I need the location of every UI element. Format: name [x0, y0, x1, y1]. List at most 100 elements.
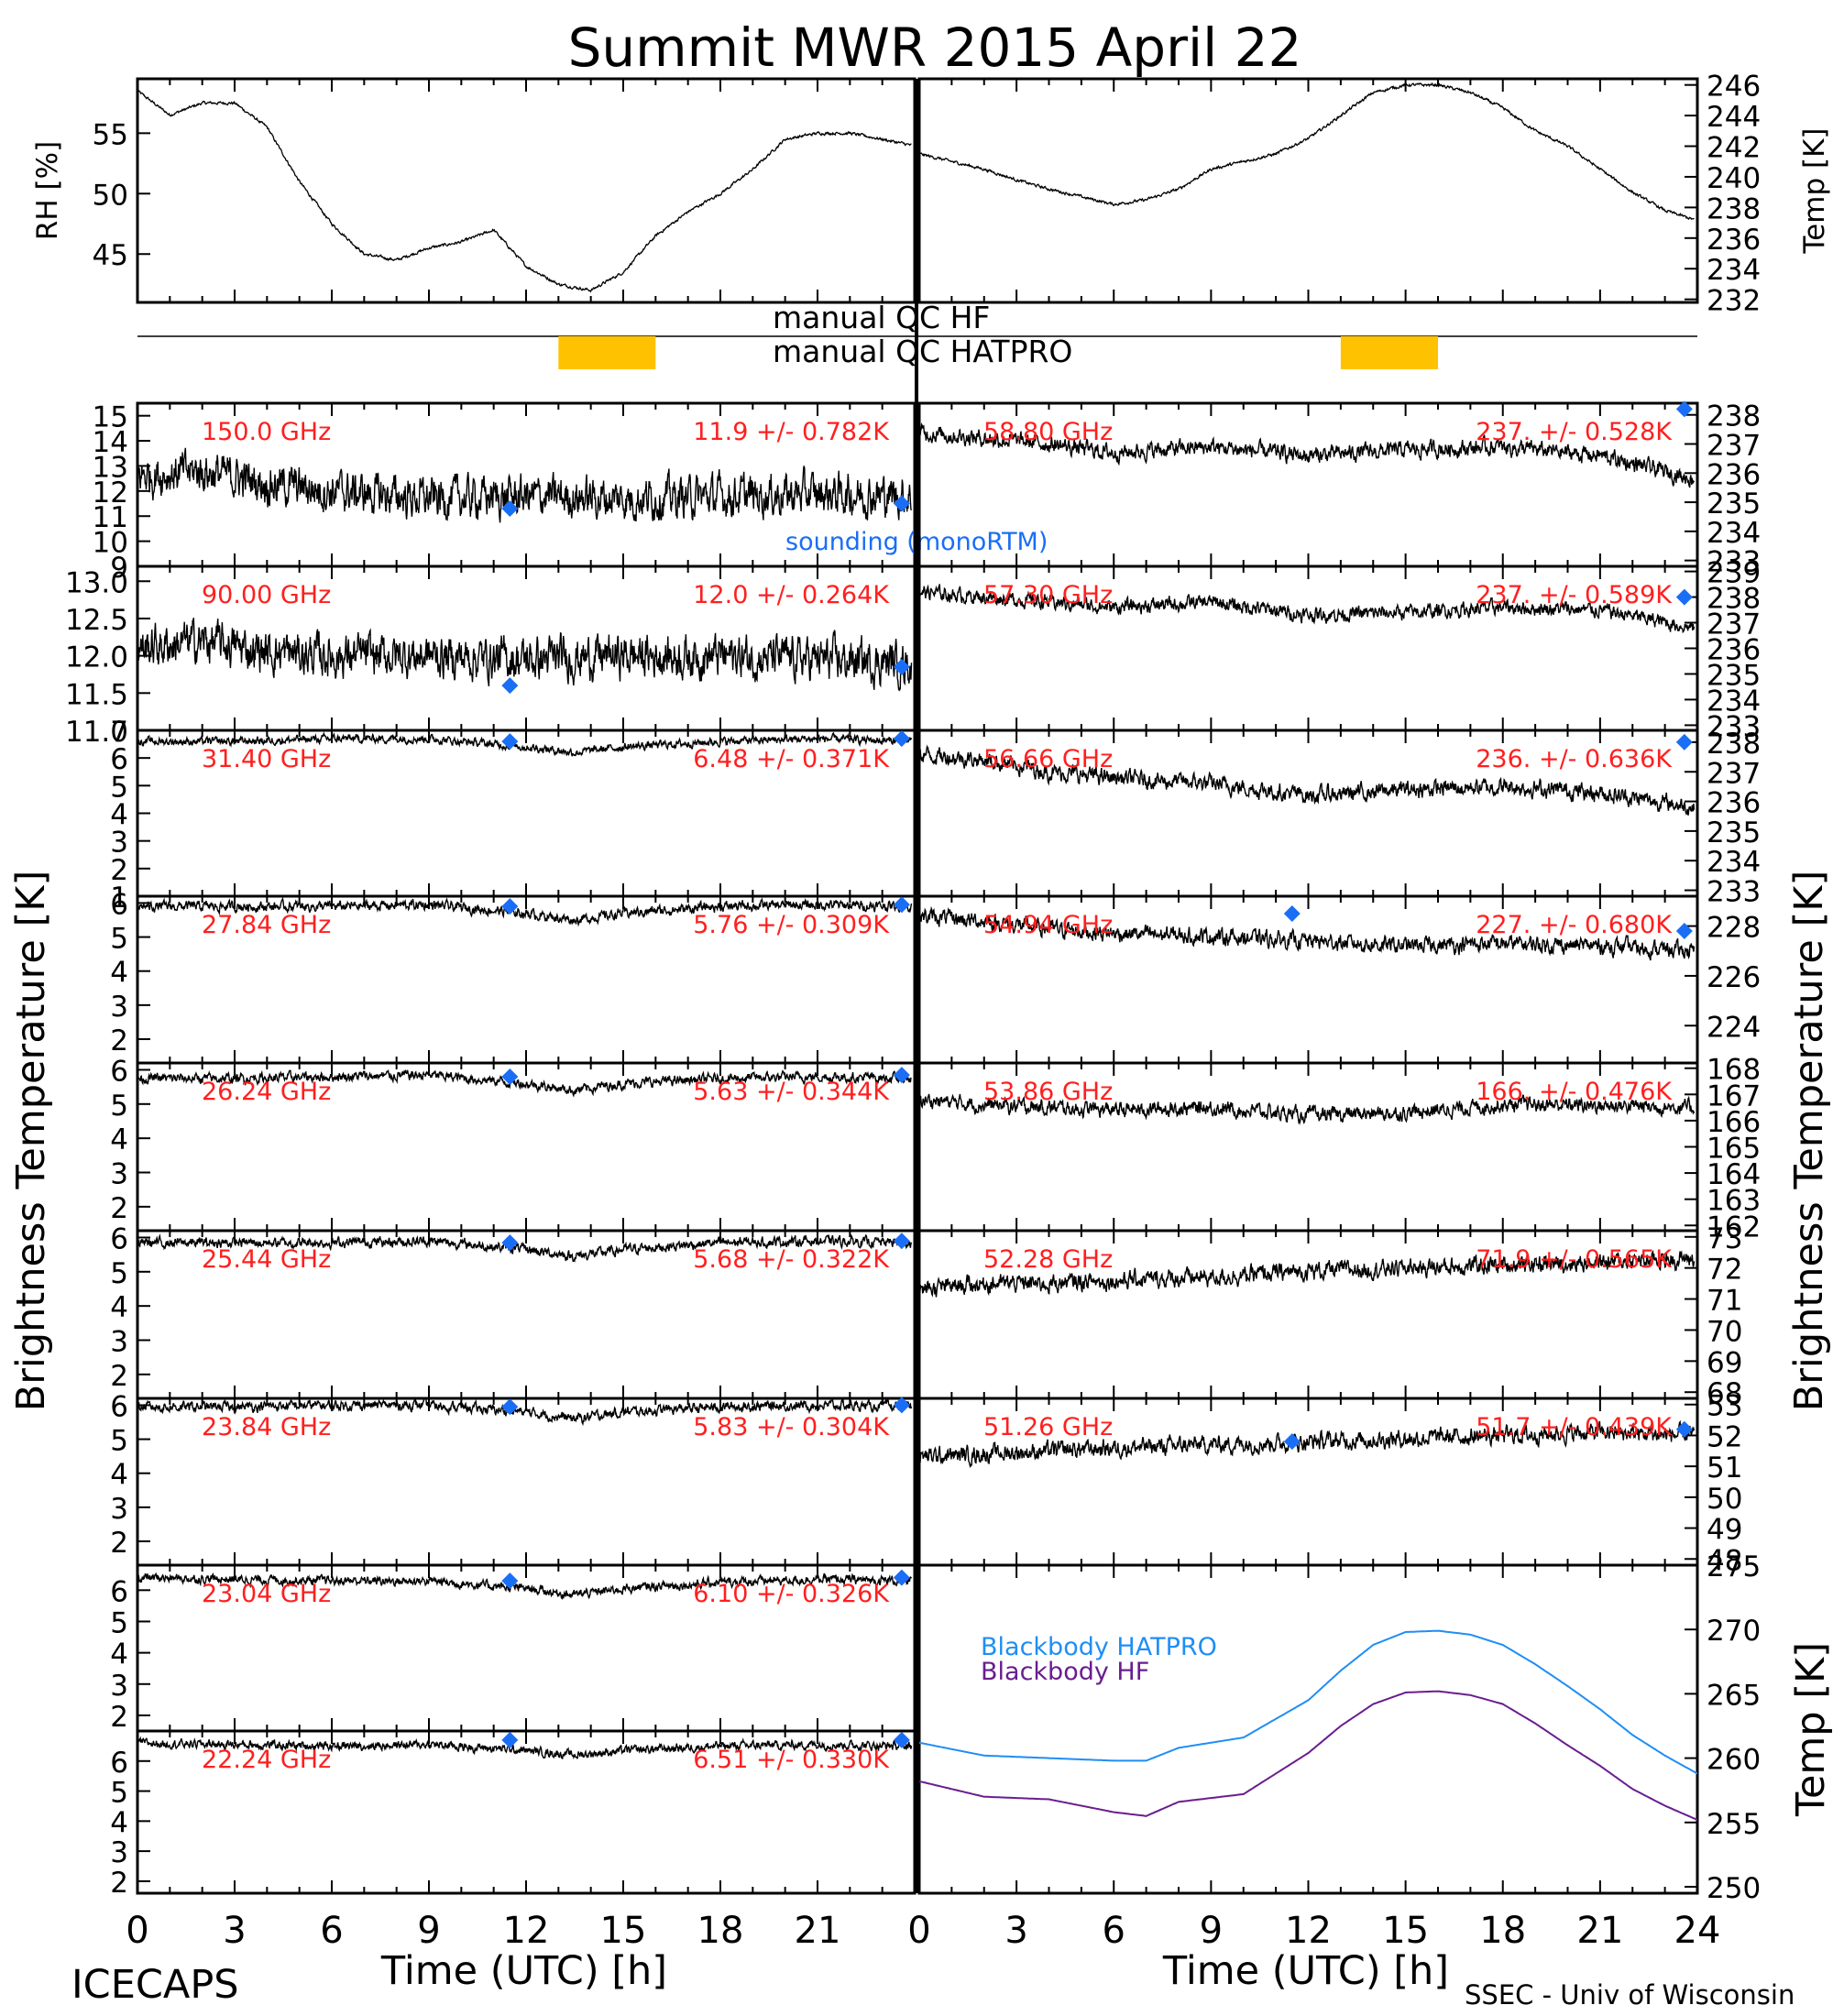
- y-tick-label: 236: [1707, 634, 1761, 667]
- series-line: [137, 90, 912, 293]
- y-tick-label: 1: [110, 882, 128, 915]
- x-tick-label: 6: [1103, 1910, 1125, 1952]
- y-tick-label: 11.0: [65, 716, 128, 749]
- channel-frequency: 52.28 GHz: [983, 1245, 1113, 1274]
- x-tick-label: 9: [417, 1910, 440, 1952]
- series-line: [137, 618, 913, 692]
- y-tick-label: 9: [110, 552, 128, 585]
- qc-strip: manual QC HF manual QC HATPRO: [137, 300, 1697, 369]
- series-line: [137, 1572, 913, 1600]
- channel-stats: 11.9 +/- 0.782K: [693, 418, 890, 446]
- y-tick-label: 55: [93, 118, 128, 151]
- y-tick-label: 236: [1707, 787, 1761, 820]
- y-tick-label: 50: [93, 179, 128, 212]
- y-tick-label: 5: [110, 771, 128, 804]
- sounding-marker: [501, 1572, 519, 1590]
- y-tick-label: 250: [1707, 1872, 1761, 1905]
- channel-stats: 5.83 +/- 0.304K: [693, 1413, 890, 1441]
- figure-title: Summit MWR 2015 April 22: [568, 16, 1302, 79]
- sounding-marker: [501, 677, 519, 695]
- channel-frequency: 26.24 GHz: [202, 1078, 331, 1106]
- channel-frequency: 58.80 GHz: [983, 418, 1113, 446]
- y-tick-label: 2: [110, 1024, 128, 1057]
- y-tick-label: 15: [93, 401, 128, 434]
- channel-frequency: 22.24 GHz: [202, 1746, 331, 1774]
- y-tick-label: 6: [110, 1055, 128, 1088]
- channel-stats: 227. +/- 0.680K: [1476, 911, 1673, 939]
- series-line: [919, 744, 1696, 816]
- x-tick-label: 3: [1004, 1910, 1027, 1952]
- footer-left: ICECAPS: [71, 1962, 239, 2008]
- y-tick-label: 4: [110, 1123, 128, 1156]
- x-tick-label: 9: [1200, 1910, 1223, 1952]
- channel-stats: 6.51 +/- 0.330K: [693, 1746, 890, 1774]
- y-tick-label: 4: [110, 1806, 128, 1839]
- sounding-marker: [1283, 905, 1301, 923]
- series-line: [919, 1249, 1696, 1298]
- y-tick-label: 242: [1707, 132, 1761, 165]
- y-axis-label-left: Brightness Temperature [K]: [8, 871, 54, 1412]
- y-tick-label: 3: [110, 827, 128, 860]
- panel-frame: [917, 77, 1699, 304]
- channel-stats: 6.48 +/- 0.371K: [693, 745, 890, 773]
- y-tick-label: 238: [1707, 192, 1761, 225]
- y-tick-label: 2: [110, 1867, 128, 1900]
- y-tick-label: 11.5: [65, 678, 128, 711]
- y-tick-label: 234: [1707, 685, 1761, 718]
- panel-ylabel: RH [%]: [31, 141, 64, 240]
- y-axis-label-right: Brightness Temperature [K]: [1786, 871, 1832, 1412]
- y-tick-label: 238: [1707, 400, 1761, 433]
- y-tick-label: 4: [110, 1638, 128, 1671]
- y-tick-label: 3: [110, 1326, 128, 1359]
- y-tick-label: 166: [1707, 1106, 1761, 1139]
- y-tick-label: 2: [110, 1527, 128, 1560]
- sounding-marker: [893, 1233, 910, 1250]
- x-tick-label: 3: [223, 1910, 246, 1952]
- x-tick-label: 21: [795, 1910, 841, 1952]
- y-tick-label: 48: [1707, 1544, 1742, 1577]
- y-tick-label: 4: [110, 1291, 128, 1324]
- channel-stats: 166. +/- 0.476K: [1476, 1078, 1673, 1106]
- y-tick-label: 68: [1707, 1377, 1742, 1410]
- y-tick-label: 6: [110, 1222, 128, 1255]
- channel-stats: 12.0 +/- 0.264K: [693, 581, 890, 609]
- x-axis-label-left: Time (UTC) [h]: [380, 1948, 667, 1994]
- channel-frequency: 27.84 GHz: [202, 911, 331, 939]
- y-tick-label: 5: [110, 1090, 128, 1123]
- qc-hatpro-bar-left: [558, 336, 656, 369]
- sounding-marker: [893, 658, 910, 675]
- y-tick-label: 237: [1707, 430, 1761, 463]
- channel-frequency: 51.26 GHz: [983, 1413, 1113, 1441]
- sounding-marker: [501, 500, 519, 518]
- y-tick-label: 238: [1707, 583, 1761, 616]
- series-line: [919, 1093, 1696, 1125]
- channel-frequency: 25.44 GHz: [202, 1245, 331, 1274]
- channel-stats: 51.7 +/- 0.439K: [1476, 1413, 1673, 1441]
- qc-hatpro-bar-right: [1340, 336, 1438, 369]
- y-tick-label: 233: [1707, 546, 1761, 579]
- sounding-marker: [893, 730, 910, 748]
- y-tick-label: 6: [110, 888, 128, 921]
- y-tick-label: 2: [110, 1701, 128, 1734]
- series-line: [137, 447, 913, 523]
- sounding-marker: [1675, 923, 1693, 940]
- channel-frequency: 31.40 GHz: [202, 745, 331, 773]
- channel-stats: 5.63 +/- 0.344K: [693, 1078, 890, 1106]
- y-tick-label: 50: [1707, 1483, 1742, 1516]
- qc-hf-label: manual QC HF: [773, 300, 990, 335]
- sounding-marker: [501, 898, 519, 915]
- y-tick-label: 45: [93, 239, 128, 272]
- y-tick-label: 5: [110, 1606, 128, 1639]
- x-tick-label: 0: [907, 1910, 930, 1952]
- y-tick-label: 6: [110, 743, 128, 776]
- panel-frame: [136, 77, 916, 304]
